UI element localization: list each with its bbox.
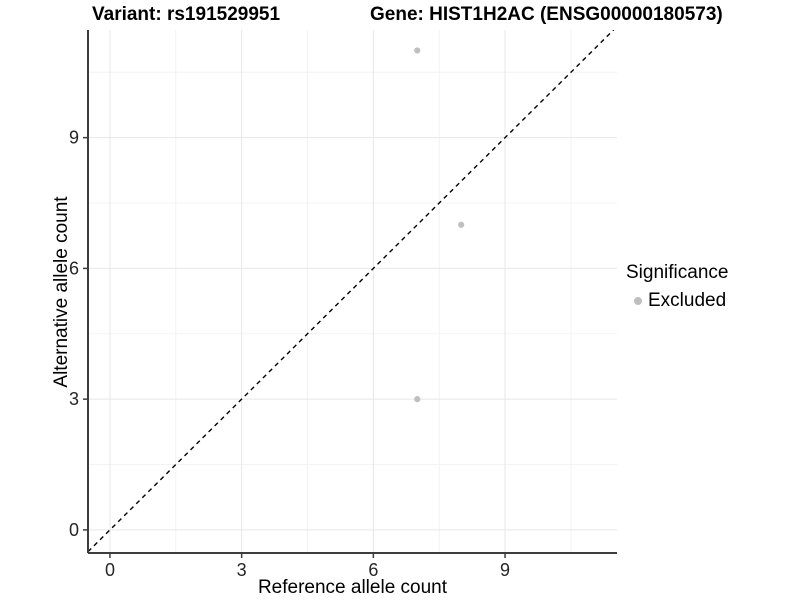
svg-text:6: 6 — [69, 258, 79, 278]
legend: Significance Excluded — [626, 262, 728, 312]
svg-text:0: 0 — [105, 560, 115, 580]
svg-text:0: 0 — [69, 520, 79, 540]
svg-text:9: 9 — [500, 560, 510, 580]
legend-item-excluded: Excluded — [626, 290, 728, 312]
legend-point-icon — [634, 297, 642, 305]
x-axis-title: Reference allele count — [257, 577, 448, 598]
legend-item-label: Excluded — [648, 290, 727, 311]
plot-panel: 0 3 6 9 0 3 6 9 — [69, 30, 617, 580]
svg-text:9: 9 — [69, 128, 79, 148]
svg-text:3: 3 — [69, 389, 79, 409]
svg-text:6: 6 — [368, 560, 378, 580]
svg-text:3: 3 — [237, 560, 247, 580]
plot-title-gene: Gene: HIST1H2AC (ENSG00000180573) — [370, 4, 723, 25]
plot-title-variant: Variant: rs191529951 — [92, 4, 281, 25]
legend-title: Significance — [626, 262, 729, 283]
